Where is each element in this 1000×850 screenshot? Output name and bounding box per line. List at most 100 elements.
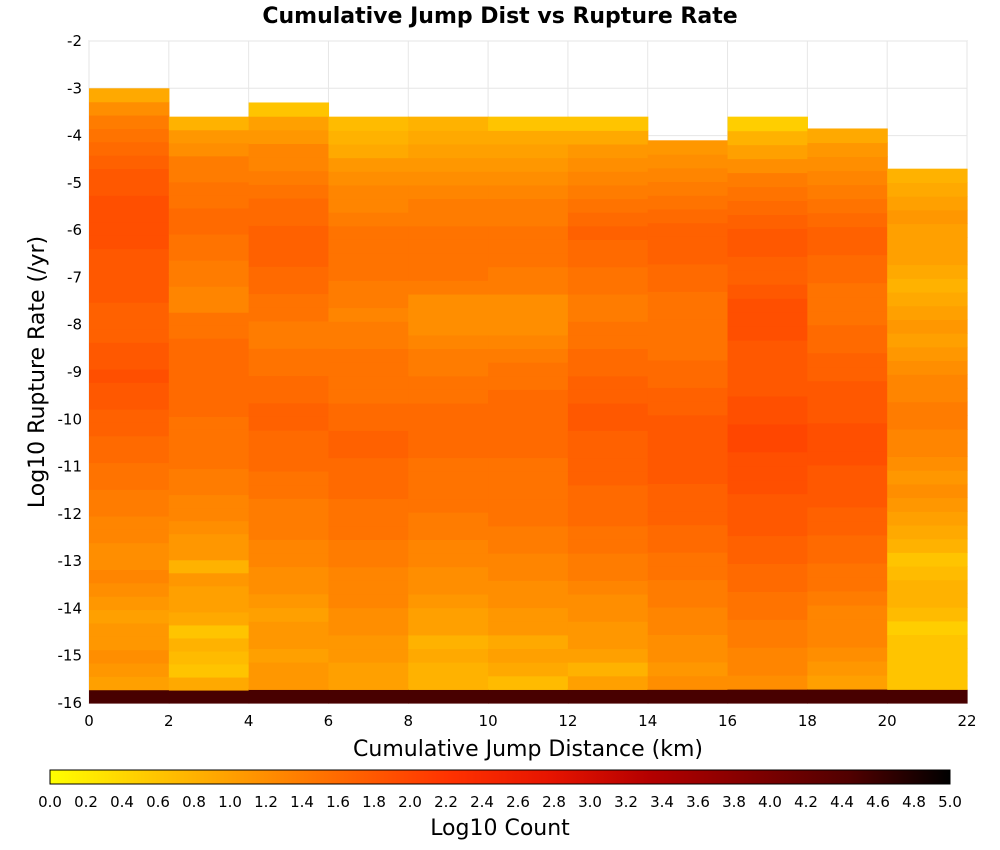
- heatmap-cell: [89, 435, 170, 450]
- heatmap-cell: [647, 332, 729, 347]
- heatmap-cell: [248, 211, 330, 226]
- heatmap-cell: [328, 403, 409, 418]
- heatmap-cell: [567, 443, 649, 459]
- heatmap-cell: [168, 220, 250, 235]
- heatmap-cell: [89, 622, 170, 637]
- heatmap-cell: [567, 239, 649, 254]
- heatmap-cell: [89, 515, 170, 530]
- heatmap-cell: [408, 212, 489, 227]
- heatmap-cell: [328, 539, 409, 554]
- heatmap-cell: [727, 409, 808, 425]
- heatmap-cell: [567, 457, 649, 472]
- heatmap-cell: [328, 662, 409, 677]
- heatmap-cell: [567, 512, 649, 527]
- heatmap-cell: [408, 430, 489, 445]
- heatmap-cell: [488, 307, 569, 322]
- heatmap-cell: [89, 529, 170, 544]
- heatmap-cell: [887, 579, 968, 594]
- heatmap-cell: [807, 576, 888, 592]
- heatmap-cell: [887, 565, 968, 581]
- heatmap-cell: [89, 596, 170, 611]
- heatmap-cell: [248, 430, 330, 445]
- heatmap-cell: [807, 142, 888, 158]
- x-tick-label: 16: [718, 712, 737, 730]
- heatmap-cell: [567, 675, 649, 690]
- heatmap-cell: [89, 502, 170, 517]
- heatmap-cell: [248, 416, 330, 431]
- heatmap-cell: [89, 208, 170, 223]
- colorbar-tick-label: 2.2: [434, 793, 458, 811]
- heatmap-cell: [727, 633, 808, 648]
- heatmap-cell: [488, 580, 569, 595]
- heatmap-cell: [408, 621, 489, 636]
- x-tick-label: 22: [957, 712, 976, 730]
- plot-area: [88, 40, 968, 704]
- heatmap-cell: [807, 128, 888, 144]
- heatmap-cell: [727, 186, 808, 202]
- heatmap-cell: [328, 375, 409, 390]
- heatmap-cell: [807, 450, 888, 466]
- heatmap-cell: [89, 449, 170, 464]
- heatmap-cell: [887, 264, 968, 279]
- heatmap-cell: [328, 430, 409, 445]
- heatmap-cell: [89, 235, 170, 250]
- heatmap-cell: [488, 171, 569, 186]
- heatmap-cell: [488, 130, 569, 145]
- heatmap-cell: [248, 539, 330, 554]
- heatmap-cell: [488, 116, 569, 131]
- heatmap-cell: [567, 416, 649, 431]
- heatmap-cell: [168, 142, 250, 157]
- colorbar-tick-label: 1.0: [218, 793, 242, 811]
- heatmap-cell: [567, 184, 649, 200]
- heatmap-cell: [168, 624, 250, 639]
- heatmap-cell: [887, 305, 968, 320]
- heatmap-cell: [807, 506, 888, 522]
- heatmap-cell: [408, 416, 489, 431]
- heatmap-cell: [887, 552, 968, 567]
- heatmap-cell: [567, 334, 649, 350]
- heatmap-cell: [887, 387, 968, 403]
- heatmap-cell: [488, 457, 569, 472]
- heatmap-cell: [408, 307, 489, 322]
- heatmap-cell: [807, 268, 888, 284]
- heatmap-cell: [567, 498, 649, 513]
- heatmap-cell: [567, 266, 649, 281]
- heatmap-cell: [89, 248, 170, 263]
- heatmap-cell: [887, 634, 968, 649]
- heatmap-cell: [887, 511, 968, 526]
- heatmap-cell: [89, 88, 170, 103]
- heatmap-cell: [168, 442, 250, 457]
- heatmap-cell: [727, 144, 808, 160]
- heatmap-cell: [887, 360, 968, 375]
- heatmap-cell: [727, 353, 808, 369]
- heatmap-cell: [248, 457, 330, 472]
- heatmap-cell: [887, 470, 968, 485]
- heatmap-cell: [727, 284, 808, 299]
- heatmap-cell: [168, 181, 250, 196]
- heatmap-cell: [727, 661, 808, 676]
- heatmap-cell: [488, 375, 569, 390]
- heatmap-cell: [488, 553, 569, 568]
- heatmap-cell: [727, 619, 808, 634]
- heatmap-cell: [647, 634, 729, 649]
- colorbar-tick-label: 4.8: [902, 793, 926, 811]
- heatmap-cell: [887, 333, 968, 348]
- heatmap-cell: [168, 507, 250, 522]
- heatmap-cell: [567, 525, 649, 540]
- heatmap-cell: [647, 154, 729, 169]
- heatmap-cell: [248, 184, 330, 199]
- heatmap-cell: [408, 225, 489, 240]
- heatmap-cell: [647, 579, 729, 594]
- heatmap-cell: [328, 621, 409, 636]
- heatmap-cell: [647, 675, 729, 690]
- heatmap-cell: [488, 143, 569, 159]
- heatmap-cell: [647, 524, 729, 539]
- heatmap-cell: [567, 198, 649, 213]
- heatmap-cell: [567, 580, 649, 595]
- heatmap-cell: [248, 225, 330, 240]
- heatmap-cell: [408, 648, 489, 663]
- heatmap-cell: [807, 170, 888, 186]
- heatmap-cell: [328, 348, 409, 363]
- heatmap-cell: [248, 470, 330, 486]
- heatmap-cell: [807, 562, 888, 578]
